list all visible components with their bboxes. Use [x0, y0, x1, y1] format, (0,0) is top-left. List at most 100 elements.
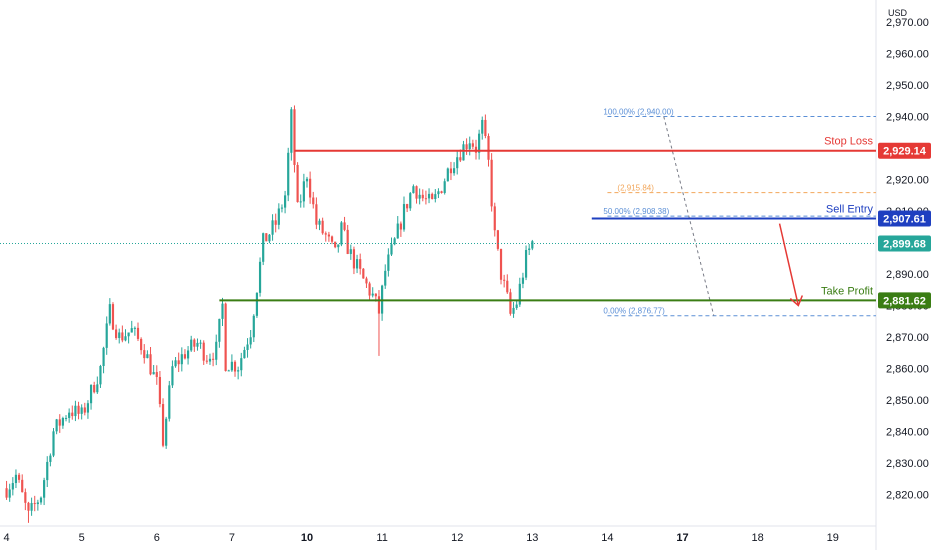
candle-body[interactable] [158, 377, 162, 405]
candle-body[interactable] [152, 372, 155, 375]
candle-body[interactable] [202, 342, 205, 361]
candle-body[interactable] [140, 338, 143, 351]
candle-body[interactable] [102, 347, 105, 367]
candle-body[interactable] [509, 292, 512, 314]
candle-body[interactable] [136, 327, 140, 339]
candle-body[interactable] [443, 181, 446, 193]
candle-body[interactable] [127, 332, 130, 337]
candle-body[interactable] [265, 233, 268, 242]
candle-body[interactable] [74, 405, 77, 417]
candle-body[interactable] [124, 336, 127, 341]
candle-body[interactable] [327, 234, 330, 237]
candle-body[interactable] [271, 220, 274, 235]
candle-body[interactable] [61, 417, 64, 426]
candle-body[interactable] [487, 135, 490, 160]
candle-body[interactable] [71, 412, 74, 417]
candle-body[interactable] [177, 360, 180, 365]
candle-body[interactable] [86, 403, 90, 413]
candle-body[interactable] [43, 480, 46, 498]
candle-body[interactable] [315, 204, 318, 225]
candle-body[interactable] [503, 279, 506, 281]
candle-body[interactable] [24, 492, 27, 503]
candle-body[interactable] [471, 143, 474, 147]
candle-body[interactable] [440, 191, 443, 193]
candle-body[interactable] [171, 366, 174, 386]
candle-body[interactable] [17, 474, 21, 480]
candle-body[interactable] [531, 241, 534, 249]
candle-body[interactable] [55, 419, 58, 432]
candle-body[interactable] [334, 241, 337, 248]
candle-body[interactable] [437, 191, 440, 195]
candle-body[interactable] [89, 385, 93, 404]
candle-body[interactable] [246, 344, 249, 350]
candle-body[interactable] [58, 419, 61, 426]
candle-body[interactable] [496, 230, 499, 249]
candle-body[interactable] [280, 207, 284, 209]
candle-body[interactable] [77, 405, 80, 414]
candle-body[interactable] [287, 152, 290, 196]
fib-retracement[interactable]: 100.00% (2,940.00) (2,915.84) 50.00% (2,90… [603, 108, 876, 317]
candle-body[interactable] [240, 358, 243, 371]
candle-body[interactable] [149, 354, 152, 375]
candle-body[interactable] [377, 296, 381, 314]
candle-body[interactable] [343, 222, 346, 230]
candle-body[interactable] [465, 144, 468, 149]
candle-body[interactable] [318, 220, 321, 225]
candle-body[interactable] [340, 222, 343, 245]
candle-body[interactable] [30, 503, 33, 511]
candle-body[interactable] [14, 474, 18, 484]
candle-body[interactable] [212, 358, 215, 360]
candle-body[interactable] [355, 259, 359, 269]
candle-body[interactable] [146, 354, 149, 359]
candle-body[interactable] [528, 248, 531, 250]
candle-body[interactable] [371, 293, 374, 296]
candle-body[interactable] [459, 157, 462, 161]
candle-body[interactable] [390, 244, 393, 255]
candle-body[interactable] [221, 303, 224, 319]
candle-body[interactable] [449, 168, 453, 174]
candle-body[interactable] [155, 372, 158, 378]
candle-body[interactable] [446, 168, 449, 182]
candle-body[interactable] [415, 186, 418, 199]
candle-body[interactable] [293, 109, 296, 165]
candle-body[interactable] [409, 193, 412, 209]
candle-body[interactable] [21, 479, 24, 493]
candle-body[interactable] [484, 119, 487, 136]
candle-body[interactable] [452, 168, 456, 174]
candle-body[interactable] [193, 339, 196, 347]
candle-body[interactable] [499, 248, 503, 280]
candle-body[interactable] [490, 159, 493, 207]
candle-body[interactable] [296, 164, 299, 203]
candle-body[interactable] [268, 234, 271, 242]
candle-body[interactable] [199, 342, 202, 344]
candle-body[interactable] [418, 194, 421, 199]
candle-body[interactable] [302, 181, 305, 202]
candle-body[interactable] [46, 461, 49, 481]
candle-body[interactable] [324, 233, 327, 235]
candle-body[interactable] [105, 323, 108, 348]
candle-body[interactable] [224, 303, 227, 371]
candle-body[interactable] [462, 144, 465, 161]
candle-body[interactable] [384, 270, 387, 286]
candle-body[interactable] [83, 407, 86, 413]
candle-body[interactable] [11, 483, 14, 490]
candle-body[interactable] [218, 318, 221, 342]
candle-body[interactable] [365, 278, 368, 284]
candle-body[interactable] [68, 412, 71, 418]
candle-body[interactable] [33, 503, 36, 505]
candle-body[interactable] [493, 206, 496, 231]
candle-body[interactable] [359, 259, 362, 269]
candle-body[interactable] [93, 385, 96, 393]
candle-body[interactable] [393, 238, 396, 245]
candle-body[interactable] [337, 244, 340, 248]
candle-body[interactable] [205, 360, 208, 362]
candle-body[interactable] [233, 361, 237, 372]
candle-body[interactable] [108, 304, 111, 324]
candle-body[interactable] [321, 220, 324, 234]
candle-body[interactable] [143, 350, 146, 359]
candle-body[interactable] [362, 268, 365, 279]
candle-body[interactable] [174, 360, 177, 367]
candle-body[interactable] [424, 198, 428, 200]
candle-body[interactable] [183, 354, 187, 359]
